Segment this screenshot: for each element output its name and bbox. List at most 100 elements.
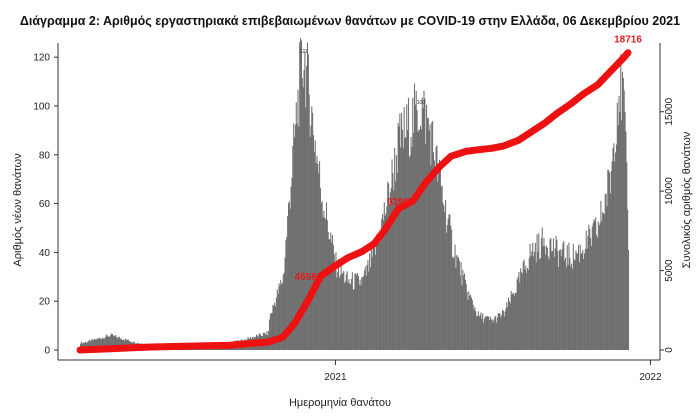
line-layer [76,49,632,354]
bar-mark [124,338,126,350]
bar-mark [366,264,368,350]
bar-mark [556,239,558,350]
bar-mark [466,292,468,350]
bar-mark [114,336,116,350]
bar-mark [378,233,380,350]
bar-mark [585,230,587,350]
bar-mark [508,297,510,350]
bar-mark [372,245,374,350]
bar-mark [277,294,279,350]
bar-mark [405,137,407,350]
bar-mark [312,112,314,351]
bar-mark [570,266,572,350]
bar-mark [486,316,488,350]
bar-mark [286,236,288,350]
bar-mark [476,316,479,350]
bar-mark [352,289,354,350]
bar-mark [348,279,350,350]
bar-mark [574,260,576,350]
bar-mark [596,235,598,350]
bar-mark [113,335,115,350]
bar-mark [376,234,378,350]
bar-mark [285,240,287,350]
bar-mark [294,124,296,350]
bar-mark [88,340,90,350]
bar-mark [606,206,608,350]
bar-mark [400,147,402,350]
y2-tick-label: 10000 [664,177,675,205]
bar-mark [544,246,546,350]
bar-mark [281,282,283,350]
bar-mark [491,319,493,350]
bar-mark [457,256,459,350]
bar-mark [82,342,84,350]
bar-mark [599,223,601,350]
bar-mark [568,242,570,350]
bar-mark [363,270,365,350]
bar-mark [555,235,557,350]
bar-mark [529,243,531,350]
bar-mark [621,71,624,350]
bar-mark [412,97,414,350]
bar-mark [511,294,513,350]
bar-mark [480,312,482,350]
bar-mark [350,284,352,350]
bar-mark [108,336,110,350]
bar-mark [604,194,606,350]
bar-mark [571,263,573,350]
bar-mark [464,279,466,350]
bar-mark [117,338,119,350]
bar-mark [118,336,120,350]
bar-mark [576,252,578,350]
bar-mark [359,279,361,350]
bar-mark [384,215,386,350]
bar-mark [625,131,627,350]
bar-mark [571,268,573,350]
bar-mark [375,254,377,350]
bar-mark [339,275,341,350]
bar-mark [338,277,340,350]
bar-mark [575,250,577,350]
bar-mark [410,136,412,350]
bar-mark [99,338,101,350]
bar-mark [280,280,282,350]
bar-mark [548,259,550,350]
bar-mark [115,335,117,350]
bar-mark [432,152,435,350]
bar-mark [92,339,94,350]
bar-mark [325,218,327,350]
bar-mark [590,245,592,350]
bar-mark [345,274,347,350]
bar-mark [419,129,421,350]
bar-mark [479,315,481,350]
bar-mark [394,181,397,350]
bar-mark [463,275,465,350]
y-tick-label: 20 [39,297,51,308]
bar-mark [540,238,542,350]
bar-mark [449,214,451,350]
bar-mark [546,245,548,350]
bar-mark [338,258,340,350]
bar-mark [111,333,113,350]
bar-mark [392,173,394,350]
bar-mark [587,235,589,350]
bar-mark [490,319,492,350]
bar-mark [453,256,455,350]
bar-mark [386,206,388,350]
bar-mark [287,203,290,350]
bar-mark [399,113,401,350]
bar-mark [387,181,389,350]
bar-mark [452,258,454,350]
bar-mark [105,334,107,350]
bar-mark [543,237,545,350]
bar-mark [550,238,552,350]
bar-mark [627,209,629,350]
bar-data-label: 100 [417,100,426,106]
bar-mark [445,232,447,350]
bar-mark [306,65,308,350]
bar-mark [370,247,372,350]
bar-mark [493,319,495,350]
bar-mark [91,339,93,350]
bar-mark [552,250,554,350]
bar-mark [527,269,529,350]
